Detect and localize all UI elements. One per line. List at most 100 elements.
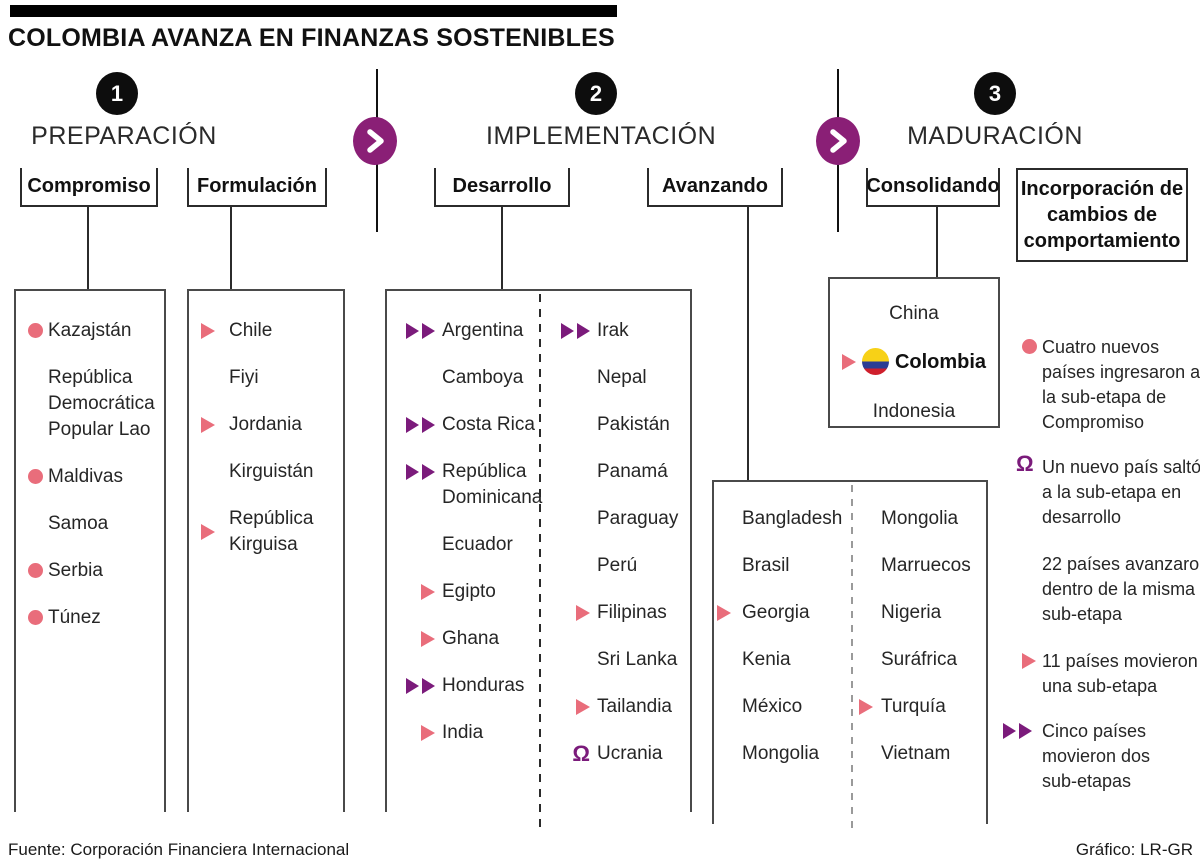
connector-desarrollo xyxy=(501,207,503,289)
country-item: Ecuador xyxy=(442,532,538,558)
country-item: Chile xyxy=(201,318,339,344)
country-name: Panamá xyxy=(597,461,668,482)
legend-text: Cuatro nuevos xyxy=(1042,337,1160,357)
country-name: Suráfrica xyxy=(881,649,958,670)
connector-formulacion xyxy=(230,207,232,289)
new-country-dot-icon xyxy=(28,469,43,484)
country-item: Panamá xyxy=(597,459,688,485)
country-name: Vietnam xyxy=(881,743,951,764)
legend-text: 11 países movieron xyxy=(1042,651,1198,671)
country-item: República Democrática Popular Lao xyxy=(48,365,160,443)
country-item: Vietnam xyxy=(881,741,986,767)
country-item: México xyxy=(742,694,851,720)
country-name: Tailandia xyxy=(597,696,672,717)
country-item: Kirguistán xyxy=(229,459,339,485)
country-name: Kirguistán xyxy=(229,461,314,482)
desarrollo-left-column: Argentina Camboya Costa Rica República D… xyxy=(387,291,542,812)
country-name: Perú xyxy=(597,555,638,576)
two-step-triangles-icon xyxy=(561,323,574,339)
stage-3-label: MADURACIÓN xyxy=(907,122,1083,150)
one-step-triangle-icon xyxy=(201,417,215,433)
stage-1-number: 1 xyxy=(110,80,124,106)
country-name: Colombia xyxy=(894,350,987,373)
colombia-flag-icon xyxy=(861,348,889,375)
one-step-triangle-icon xyxy=(841,353,856,370)
jump-omega-icon: Ω xyxy=(572,741,590,766)
footer-credit: Gráfico: LR-GR xyxy=(1075,840,1193,859)
legend-text: sub-etapas xyxy=(1042,771,1132,791)
country-name: Costa Rica xyxy=(442,414,535,435)
country-item: Georgia xyxy=(717,600,851,626)
country-name: Kazajstán xyxy=(48,320,132,341)
country-name: México xyxy=(742,696,803,717)
country-item: Egipto xyxy=(421,579,538,605)
country-item: Samoa xyxy=(48,511,160,537)
legend-text: 22 países avanzaron xyxy=(1042,554,1200,574)
country-item: Camboya xyxy=(442,365,538,391)
country-item: Tailandia xyxy=(576,694,688,720)
one-step-triangle-icon xyxy=(859,699,873,715)
country-item: Jordania xyxy=(201,412,339,438)
country-item: Fiyi xyxy=(229,365,339,391)
page-title: COLOMBIA AVANZA EN FINANZAS SOSTENIBLES xyxy=(8,24,615,52)
countries-box-consolidando: China Colombia Indonesia xyxy=(828,277,1000,428)
countries-box-avanzando: Bangladesh Brasil Georgia Kenia México M… xyxy=(712,480,988,824)
avanzando-left-column: Bangladesh Brasil Georgia Kenia México M… xyxy=(714,482,853,824)
country-item: República Dominicana xyxy=(406,459,542,511)
country-item: Ghana xyxy=(421,626,538,652)
country-name: República Democrática Popular Lao xyxy=(48,367,155,440)
new-country-dot-icon xyxy=(28,610,43,625)
one-step-triangle-icon xyxy=(421,631,435,647)
one-step-triangle-icon xyxy=(717,605,731,621)
country-name: Maldivas xyxy=(48,466,123,487)
country-item: Nigeria xyxy=(881,600,986,626)
legend-text: países ingresaron a xyxy=(1042,362,1200,382)
connector-compromiso xyxy=(87,207,89,289)
one-step-triangle-icon xyxy=(201,524,215,540)
country-item: Costa Rica xyxy=(406,412,538,438)
substage-box-avanzando: Avanzando xyxy=(647,168,783,207)
country-name: Kenia xyxy=(742,649,791,670)
country-name: China xyxy=(889,303,939,324)
two-step-triangles-icon xyxy=(406,678,419,694)
stage-2-number: 2 xyxy=(589,80,603,106)
legend-item-new-countries: Cuatro nuevos países ingresaron a la sub… xyxy=(1002,335,1200,435)
country-item: Honduras xyxy=(406,673,538,699)
country-item-colombia: Colombia xyxy=(830,348,998,378)
substage-box-formulacion: Formulación xyxy=(187,168,327,207)
country-item: Irak xyxy=(561,318,688,344)
one-step-triangle-icon xyxy=(201,323,215,339)
country-name: Jordania xyxy=(229,414,302,435)
country-name: Egipto xyxy=(442,581,496,602)
legend-item-two-substages: Cinco países movieron dos sub-etapas xyxy=(1002,719,1200,794)
country-name: Turquía xyxy=(881,696,946,717)
legend-item-jump: Ω Un nuevo país saltó a la sub-etapa en … xyxy=(1002,453,1200,530)
one-step-triangle-icon xyxy=(421,725,435,741)
legend-item-same-substage: 22 países avanzaron dentro de la misma s… xyxy=(1002,552,1200,627)
substage-box-desarrollo: Desarrollo xyxy=(434,168,570,207)
legend-text: a la sub-etapa en xyxy=(1042,482,1182,502)
country-item: Pakistán xyxy=(597,412,688,438)
legend-text: dentro de la misma xyxy=(1042,579,1196,599)
country-name: Honduras xyxy=(442,675,525,696)
country-item: India xyxy=(421,720,538,746)
desarrollo-column-divider xyxy=(539,294,541,831)
countries-box-formulacion: Chile Fiyi Jordania Kirguistán República… xyxy=(187,289,345,812)
substage-box-compromiso: Compromiso xyxy=(20,168,158,207)
country-item: Sri Lanka xyxy=(597,647,688,673)
one-step-triangle-icon xyxy=(421,584,435,600)
country-name: Mongolia xyxy=(881,508,959,529)
country-item: República Kirguisa xyxy=(201,506,339,558)
country-name: República Dominicana xyxy=(442,461,543,508)
stage-2-label: IMPLEMENTACIÓN xyxy=(486,122,717,150)
country-name: Georgia xyxy=(742,602,810,623)
country-item: Indonesia xyxy=(830,399,998,425)
footer-source: Fuente: Corporación Financiera Internaci… xyxy=(8,840,350,859)
new-country-dot-icon xyxy=(1022,339,1037,354)
legend-text: movieron dos xyxy=(1042,746,1151,766)
country-name: Paraguay xyxy=(597,508,679,529)
avanzando-column-divider xyxy=(851,485,853,832)
country-item: Marruecos xyxy=(881,553,986,579)
country-name: Sri Lanka xyxy=(597,649,678,670)
two-step-triangles-icon xyxy=(406,417,419,433)
